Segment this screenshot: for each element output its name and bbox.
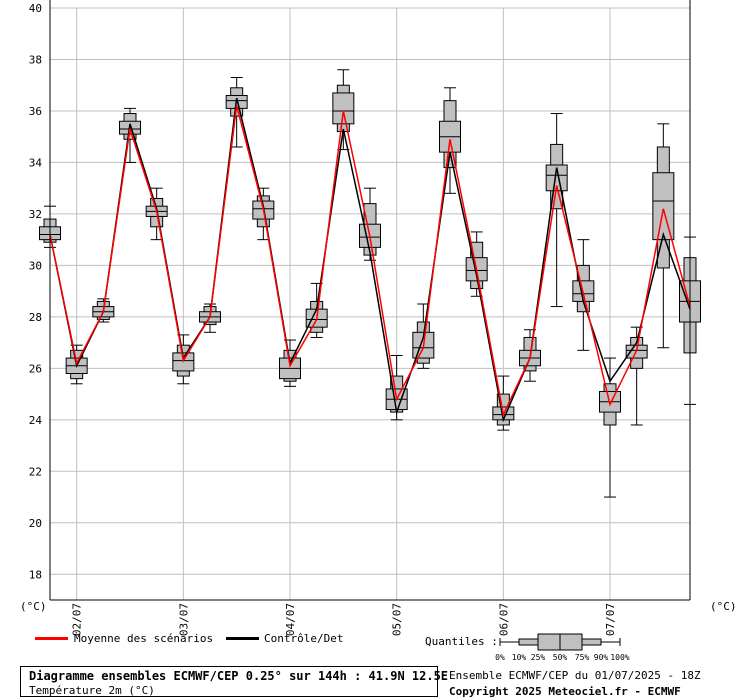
y-tick-label: 26 (29, 362, 42, 375)
axes: 18 20 22 24 26 28 30 32 34 36 38 40 02/07 03/07 04/07 0… (20, 0, 737, 636)
ensemble-box (545, 113, 568, 308)
mean-series-line (49, 105, 691, 418)
ensemble-box (332, 69, 355, 151)
quantile-tick-label: 100% (610, 653, 629, 662)
control-legend-label: Contrôle/Det (264, 632, 344, 645)
box-25-75 (332, 92, 355, 125)
x-tick-label: 04/07 (284, 603, 297, 636)
mean-legend-swatch (35, 637, 68, 640)
x-tick-label: 06/07 (497, 603, 510, 636)
control-legend-swatch (226, 637, 259, 640)
y-tick-label: 22 (29, 465, 42, 478)
x-tick-label: 05/07 (391, 603, 404, 636)
quantile-tick-label: 75% (575, 653, 590, 662)
run-info: Ensemble ECMWF/CEP du 01/07/2025 - 18Z (449, 669, 701, 682)
quantile-tick-label: 10% (512, 653, 527, 662)
y-tick-label: 32 (29, 208, 42, 221)
quantile-tick-label: 50% (553, 653, 568, 662)
y-unit-label-left: (°C) (20, 600, 47, 613)
boxplots (39, 69, 701, 498)
chart-title: Diagramme ensembles ECMWF/CEP 0.25° sur … (29, 669, 449, 683)
y-tick-label: 24 (29, 414, 43, 427)
copyright: Copyright 2025 Meteociel.fr - ECMWF (449, 685, 681, 698)
quantile-tick-label: 90% (594, 653, 609, 662)
grid (50, 7, 690, 600)
y-tick-label: 20 (29, 517, 42, 530)
quantile-legend-graphic: 0% 10% 25% 50% 75% 90% 100% (495, 633, 630, 662)
series-lines (49, 97, 691, 423)
quantile-tick-label: 0% (495, 653, 505, 662)
x-tick-label: 03/07 (177, 603, 190, 636)
title-box: Diagramme ensembles ECMWF/CEP 0.25° sur … (20, 666, 448, 697)
ensemble-box (119, 107, 141, 163)
control-series-line (49, 97, 691, 423)
y-tick-label: 34 (29, 156, 43, 169)
y-tick-label: 18 (29, 568, 42, 581)
chart-subtitle: Température 2m (°C) (29, 684, 155, 697)
y-tick-label: 30 (29, 259, 42, 272)
y-tick-label: 40 (29, 2, 42, 15)
y-unit-label-right: (°C) (710, 600, 737, 613)
x-tick-label: 07/07 (604, 603, 617, 636)
mean-legend-label: Moyenne des scénarios (74, 632, 214, 645)
y-tick-label: 36 (29, 105, 42, 118)
box-25-75 (545, 164, 568, 192)
ensemble-box (252, 187, 275, 241)
ensemble-box (652, 123, 675, 349)
quantiles-label: Quantiles : (425, 635, 498, 648)
y-tick-label: 38 (29, 53, 42, 66)
box-25-75 (652, 172, 675, 241)
ensemble-box (439, 87, 461, 194)
x-tick-label: 02/07 (71, 603, 84, 636)
quantile-tick-label: 25% (531, 653, 546, 662)
y-tick-label: 28 (29, 311, 42, 324)
